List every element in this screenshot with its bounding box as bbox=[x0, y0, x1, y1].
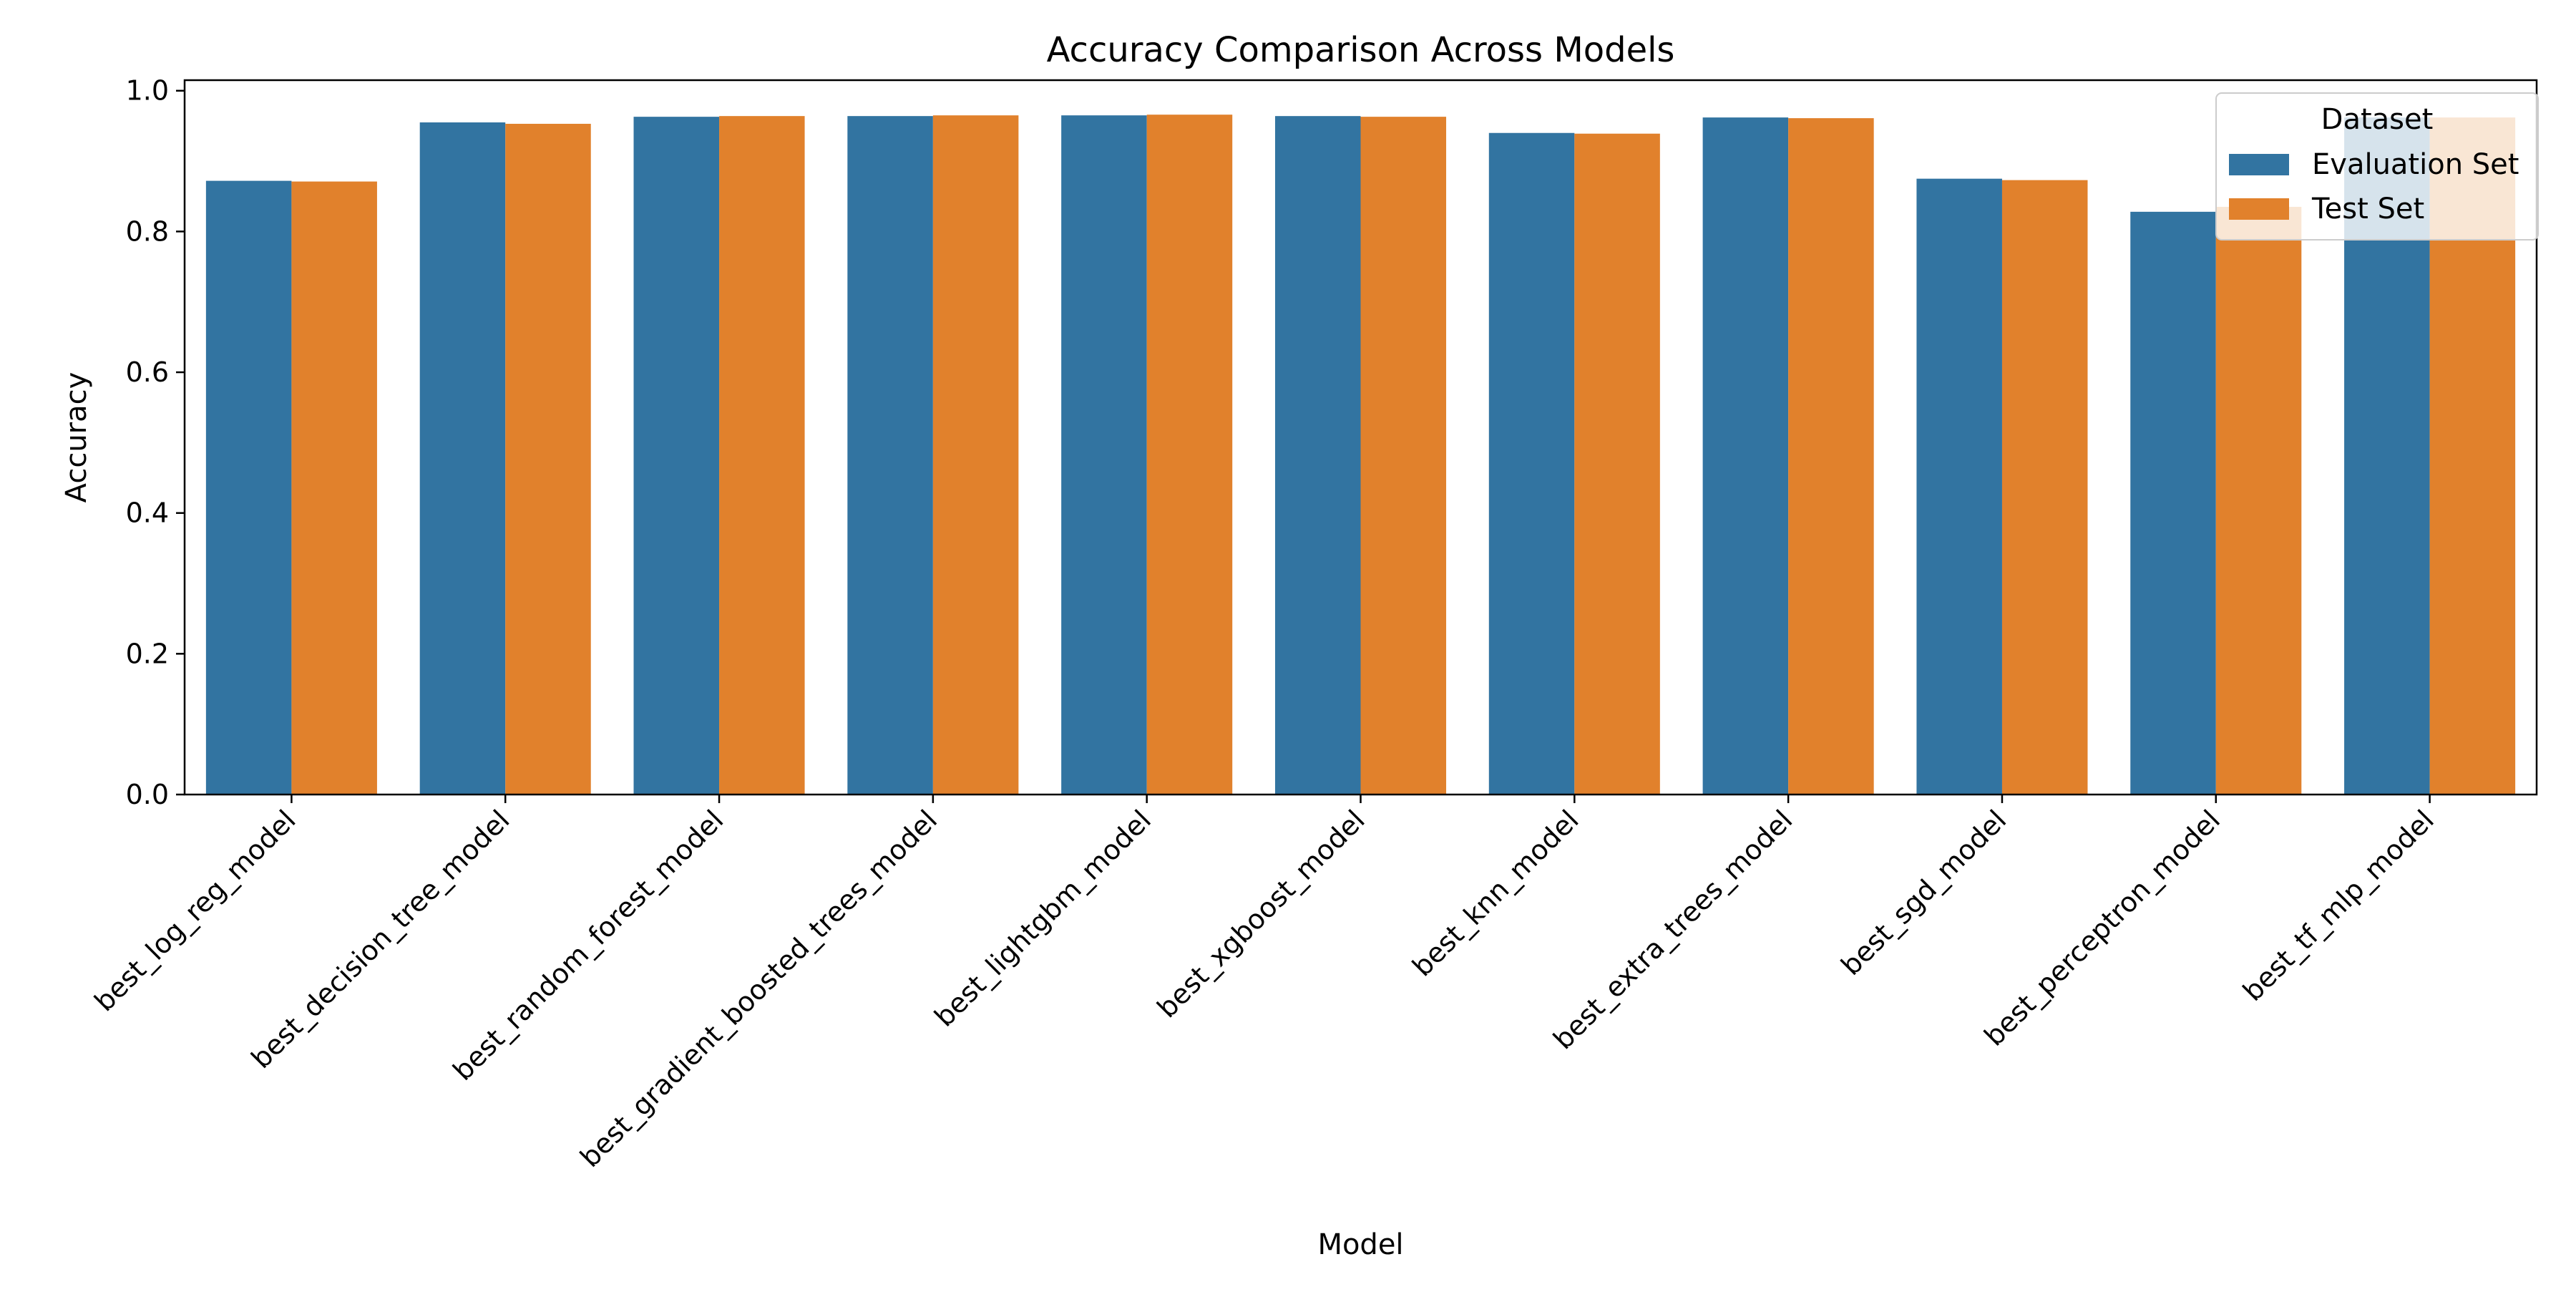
x-tick-label: best_lightgbm_model bbox=[928, 804, 1157, 1033]
chart-title: Accuracy Comparison Across Models bbox=[1047, 30, 1675, 70]
x-tick-label: best_extra_trees_model bbox=[1547, 804, 1798, 1055]
bar-test-8 bbox=[2001, 180, 2088, 795]
bar-evaluation-0 bbox=[205, 180, 292, 795]
x-tick-label: best_sgd_model bbox=[1835, 804, 2012, 981]
bar-test-5 bbox=[1360, 117, 1447, 795]
bar-test-1 bbox=[505, 123, 591, 795]
x-tick-label: best_knn_model bbox=[1406, 804, 1584, 982]
legend-title: Dataset bbox=[2321, 103, 2434, 136]
bar-test-0 bbox=[291, 181, 377, 795]
bar-evaluation-8 bbox=[1916, 178, 2002, 795]
x-tick-label: best_tf_mlp_model bbox=[2237, 804, 2440, 1007]
bar-test-4 bbox=[1146, 115, 1233, 795]
legend: Dataset Evaluation Set Test Set bbox=[2215, 92, 2539, 241]
x-tick-label: best_decision_tree_model bbox=[245, 804, 516, 1074]
bar-test-7 bbox=[1788, 118, 1874, 795]
bar-evaluation-2 bbox=[633, 117, 720, 795]
y-tick-label: 0.8 bbox=[126, 215, 169, 247]
legend-label-evaluation: Evaluation Set bbox=[2312, 148, 2519, 181]
x-tick-label: best_perceptron_model bbox=[1978, 804, 2226, 1052]
x-tick-label: best_log_reg_model bbox=[89, 804, 302, 1017]
bar-evaluation-7 bbox=[1702, 117, 1789, 795]
bar-evaluation-5 bbox=[1274, 116, 1361, 795]
legend-swatch-test bbox=[2229, 198, 2289, 220]
bar-test-2 bbox=[719, 116, 805, 795]
bar-evaluation-9 bbox=[2130, 211, 2216, 795]
bar-test-6 bbox=[1574, 133, 1660, 795]
bar-evaluation-1 bbox=[419, 122, 506, 795]
y-tick-label: 1.0 bbox=[126, 75, 169, 107]
legend-swatch-evaluation bbox=[2229, 154, 2289, 175]
bar-evaluation-3 bbox=[847, 116, 933, 795]
y-tick-label: 0.0 bbox=[126, 779, 169, 810]
x-tick-label: best_gradient_boosted_trees_model bbox=[574, 804, 943, 1173]
bar-evaluation-4 bbox=[1061, 115, 1147, 795]
y-axis-title: Accuracy bbox=[60, 372, 93, 503]
x-axis-title: Model bbox=[1317, 1228, 1403, 1261]
x-tick-label: best_xgboost_model bbox=[1151, 804, 1371, 1024]
y-tick-label: 0.6 bbox=[126, 356, 169, 388]
y-tick-label: 0.2 bbox=[126, 638, 169, 669]
bar-test-3 bbox=[932, 115, 1019, 795]
legend-box bbox=[2215, 92, 2539, 241]
y-tick-label: 0.4 bbox=[126, 497, 169, 529]
bars-layer bbox=[205, 115, 2516, 795]
bar-evaluation-6 bbox=[1488, 132, 1575, 795]
legend-label-test: Test Set bbox=[2311, 193, 2424, 225]
bar-test-9 bbox=[2215, 206, 2302, 795]
